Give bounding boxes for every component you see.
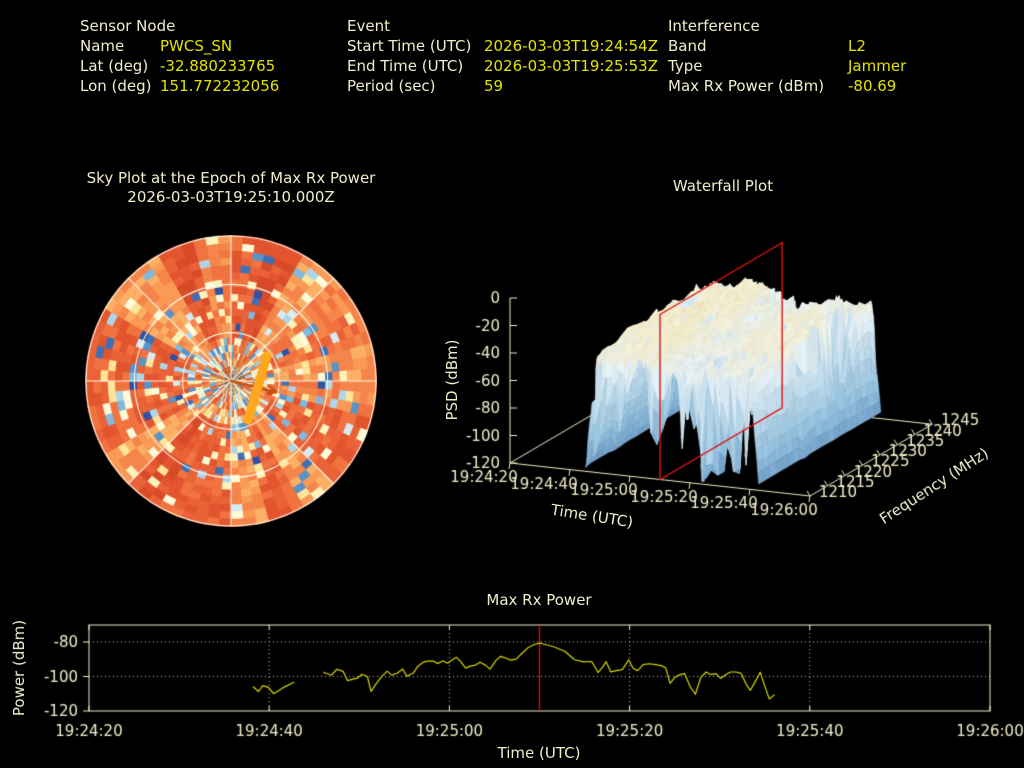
waterfall-title: Waterfall Plot xyxy=(672,177,774,195)
sky-plot-title: Sky Plot at the Epoch of Max Rx Power 20… xyxy=(74,169,388,207)
power-x-axis-label: Time (UTC) xyxy=(497,744,581,762)
event-panel: Event Start Time (UTC) 2026-03-03T19:24:… xyxy=(347,17,658,97)
event-period-label: Period (sec) xyxy=(347,77,436,95)
event-start-label: Start Time (UTC) xyxy=(347,37,472,55)
psd-axis-label: PSD (dBm) xyxy=(443,339,461,421)
sensor-node-title: Sensor Node xyxy=(80,17,176,35)
event-end-label: End Time (UTC) xyxy=(347,57,464,75)
event-end-value: 2026-03-03T19:25:53Z xyxy=(484,57,658,75)
sensor-lon-label: Lon (deg) xyxy=(80,77,152,95)
sensor-lat-value: -32.880233765 xyxy=(160,57,276,75)
sensor-name-label: Name xyxy=(80,37,125,55)
sensor-name-value: PWCS_SN xyxy=(160,37,233,55)
sky-plot-title-line1: Sky Plot at the Epoch of Max Rx Power xyxy=(86,169,376,187)
interference-band-label: Band xyxy=(668,37,707,55)
interference-maxrx-label: Max Rx Power (dBm) xyxy=(668,77,825,95)
power-plot-canvas xyxy=(0,593,1024,768)
sensor-lon-value: 151.772232056 xyxy=(160,77,280,95)
sky-plot-canvas xyxy=(85,235,377,527)
event-period-value: 59 xyxy=(484,77,504,95)
interference-maxrx-value: -80.69 xyxy=(848,77,897,95)
interference-type-value: Jammer xyxy=(848,57,907,75)
interference-title: Interference xyxy=(668,17,760,35)
sky-plot-title-line2: 2026-03-03T19:25:10.000Z xyxy=(127,188,335,206)
power-y-axis-label: Power (dBm) xyxy=(10,619,28,717)
sensor-lat-label: Lat (deg) xyxy=(80,57,149,75)
interference-band-value: L2 xyxy=(848,37,866,55)
waterfall-canvas xyxy=(424,215,1024,550)
interference-type-label: Type xyxy=(668,57,703,75)
interference-panel: Interference Band L2 Type Jammer Max Rx … xyxy=(668,17,906,97)
event-title: Event xyxy=(347,17,390,35)
sensor-node-panel: Sensor Node Name PWCS_SN Lat (deg) -32.8… xyxy=(80,17,279,97)
event-start-value: 2026-03-03T19:24:54Z xyxy=(484,37,658,55)
